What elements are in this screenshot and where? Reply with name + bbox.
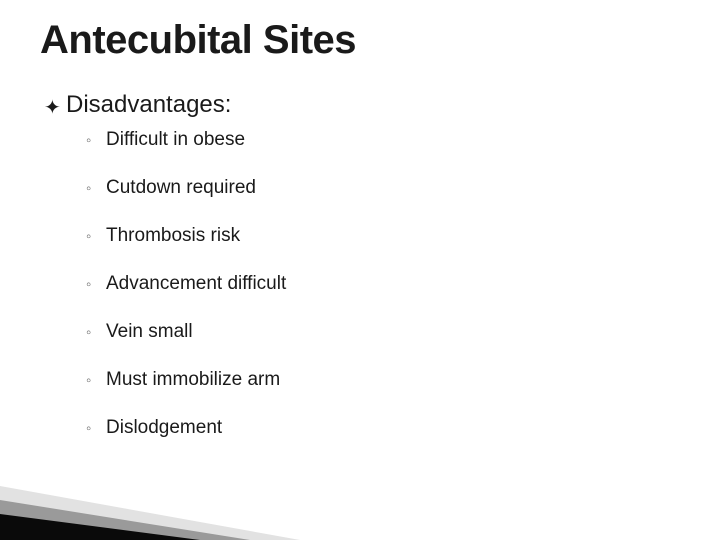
level2-bullet-icon: ◦ xyxy=(86,181,106,196)
section-heading: Disadvantages: xyxy=(66,91,231,119)
list-item: ◦ Advancement difficult xyxy=(86,273,680,295)
slide-title: Antecubital Sites xyxy=(40,18,680,63)
list-item: ◦ Cutdown required xyxy=(86,177,680,199)
level1-bullet-icon: ✦ xyxy=(44,98,66,118)
level2-bullet-icon: ◦ xyxy=(86,229,106,244)
list-item-text: Difficult in obese xyxy=(106,129,245,151)
wedge-light xyxy=(0,486,300,540)
list-item-text: Dislodgement xyxy=(106,417,222,439)
list-item: ◦ Dislodgement xyxy=(86,417,680,439)
level2-bullet-icon: ◦ xyxy=(86,373,106,388)
list-item-text: Cutdown required xyxy=(106,177,256,199)
level2-bullet-icon: ◦ xyxy=(86,421,106,436)
list-item: ◦ Difficult in obese xyxy=(86,129,680,151)
level2-bullet-icon: ◦ xyxy=(86,277,106,292)
list-item: ◦ Must immobilize arm xyxy=(86,369,680,391)
list-item-text: Must immobilize arm xyxy=(106,369,280,391)
slide: Antecubital Sites ✦ Disadvantages: ◦ Dif… xyxy=(0,0,720,540)
list-item: ◦ Vein small xyxy=(86,321,680,343)
list-item-text: Thrombosis risk xyxy=(106,225,240,247)
corner-wedge-decoration xyxy=(0,480,340,540)
level2-bullet-icon: ◦ xyxy=(86,325,106,340)
list-item-text: Vein small xyxy=(106,321,193,343)
wedge-dark xyxy=(0,514,200,540)
list-item: ◦ Thrombosis risk xyxy=(86,225,680,247)
level2-bullet-icon: ◦ xyxy=(86,133,106,148)
wedge-mid xyxy=(0,500,250,540)
section-heading-row: ✦ Disadvantages: xyxy=(44,91,680,119)
list-item-text: Advancement difficult xyxy=(106,273,286,295)
